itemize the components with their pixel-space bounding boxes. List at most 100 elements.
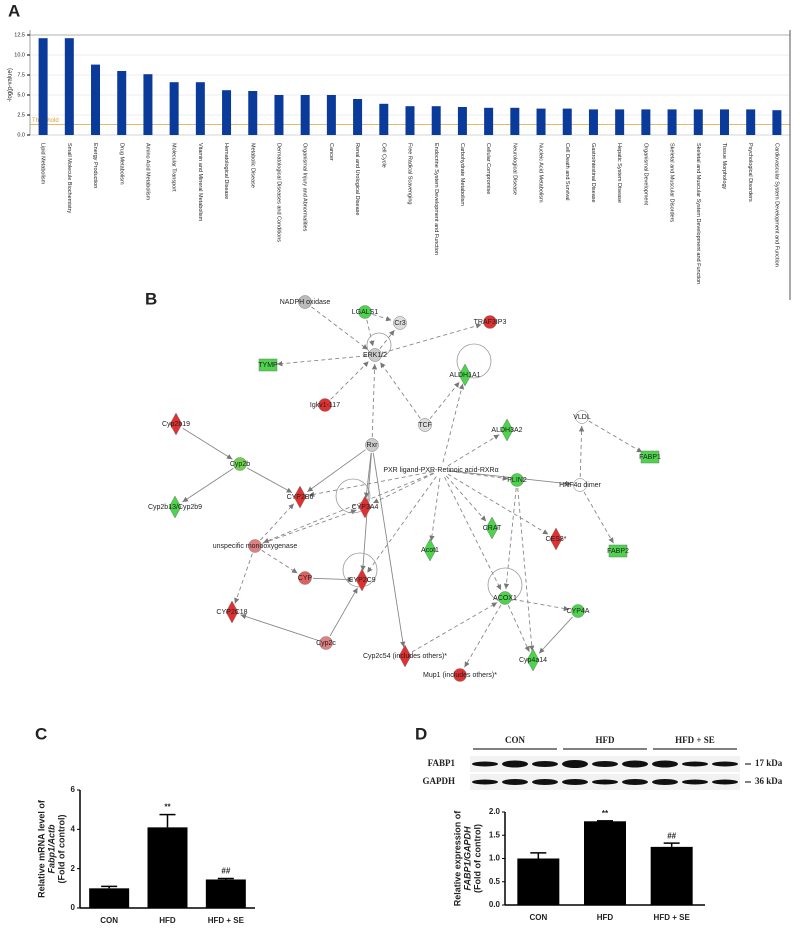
network-node bbox=[248, 539, 262, 553]
network-node-label: CYP2C9 bbox=[348, 577, 375, 584]
network-node-label: CES3* bbox=[545, 536, 566, 543]
x-tick-label: Tissue Morphology bbox=[721, 143, 727, 190]
x-tick-label: Amino Acid Metabolism bbox=[144, 143, 150, 201]
network-edge bbox=[444, 476, 502, 591]
network-node-label: ALDH1A1 bbox=[449, 372, 480, 379]
y-tick-label: 2 bbox=[71, 864, 76, 873]
network-edge bbox=[363, 452, 372, 499]
panel-label: B bbox=[145, 289, 157, 308]
bar bbox=[379, 103, 389, 135]
bar bbox=[719, 109, 729, 135]
x-tick-label: Skeletal and Muscular System Development… bbox=[695, 143, 701, 284]
network-edge bbox=[312, 576, 354, 583]
network-edge bbox=[447, 473, 549, 535]
network-edge bbox=[240, 613, 319, 641]
x-tick-label: Free Radical Scavenging bbox=[407, 143, 413, 204]
blot-band bbox=[592, 779, 618, 785]
bar bbox=[248, 91, 258, 135]
network-node bbox=[640, 450, 660, 464]
network-node-label: CYP2C18 bbox=[216, 609, 247, 616]
bar bbox=[431, 106, 441, 135]
x-tick-label: Renal and Urological Disease bbox=[354, 143, 360, 215]
network-edge bbox=[330, 361, 369, 400]
x-tick-label: Organismal Injury and Abnormalities bbox=[302, 143, 308, 232]
x-tick-label: CON bbox=[100, 916, 118, 925]
network-node bbox=[526, 648, 540, 672]
blot-band bbox=[592, 761, 618, 767]
network-node-label: FABP1 bbox=[639, 454, 661, 461]
panel-label: D bbox=[415, 724, 427, 743]
x-tick-label: Cell Death and Survival bbox=[564, 143, 570, 200]
network-node-label: FABP2 bbox=[607, 548, 629, 555]
network-node-label: VLDL bbox=[573, 414, 591, 421]
network-edge bbox=[588, 420, 643, 453]
bar bbox=[143, 74, 153, 135]
x-tick-label: Metabolic Disease bbox=[249, 143, 255, 188]
network-edge bbox=[263, 472, 434, 544]
network-node bbox=[169, 412, 183, 436]
network-node-label: Acot1 bbox=[421, 547, 439, 554]
blot-band bbox=[562, 779, 588, 785]
blot-size-label: 36 kDa bbox=[755, 776, 783, 786]
bar bbox=[584, 821, 626, 905]
network-node-label: Cr3 bbox=[394, 320, 405, 327]
network-node-label: Mup1 (includes others)* bbox=[423, 672, 497, 679]
network-edge bbox=[372, 452, 406, 648]
network-node-label: CRAT bbox=[483, 525, 502, 532]
network-node-label: Cyp2b19 bbox=[162, 421, 190, 428]
x-tick-label: Psychological Disorders bbox=[747, 143, 753, 202]
network-node bbox=[393, 316, 407, 330]
blot-band bbox=[562, 760, 588, 768]
network-edge bbox=[366, 319, 375, 347]
x-tick-label: Cell Cycle bbox=[380, 143, 386, 168]
network-node bbox=[168, 495, 182, 519]
network-edge bbox=[517, 487, 535, 652]
x-tick-label: Nucleic Acid Metabolism bbox=[538, 143, 544, 203]
network-node-label: CYP4A bbox=[567, 608, 590, 615]
network-node bbox=[318, 398, 332, 412]
network-node bbox=[423, 538, 437, 562]
network-node-label: HNF4α dimer bbox=[559, 482, 601, 489]
network-node-label: PLIN2 bbox=[507, 477, 527, 484]
network-node-label: PXR ligand-PXR-Retinoic acid-RXRα bbox=[383, 467, 498, 474]
y-tick-label: 0.5 bbox=[489, 877, 501, 886]
bar bbox=[274, 95, 284, 135]
bar bbox=[510, 107, 520, 135]
blot-row-label: FABP1 bbox=[428, 758, 456, 768]
x-tick-label: Drug Metabolism bbox=[118, 143, 124, 185]
significance-label: ## bbox=[221, 867, 230, 876]
network-node-label: CYP2B6 bbox=[287, 494, 314, 501]
y-tick-label: 1.5 bbox=[489, 830, 501, 839]
network-node bbox=[485, 516, 499, 540]
network-edge bbox=[507, 605, 530, 652]
bar bbox=[667, 109, 677, 135]
blot-band bbox=[472, 779, 498, 785]
network-node bbox=[225, 600, 239, 624]
bar bbox=[693, 109, 703, 135]
network-edge bbox=[578, 425, 585, 478]
x-tick-label: Cardiovascular System Development and Fu… bbox=[773, 143, 779, 267]
network-edge bbox=[260, 503, 295, 541]
blot-size-label: 17 kDa bbox=[755, 758, 783, 768]
network-edge bbox=[182, 468, 234, 503]
network-node bbox=[458, 363, 472, 387]
network-edge bbox=[234, 553, 253, 604]
network-node bbox=[575, 410, 589, 424]
blot-band bbox=[502, 779, 528, 785]
blot-band bbox=[622, 760, 648, 768]
y-axis-label: (Fold of control) bbox=[56, 815, 66, 884]
x-tick-label: CON bbox=[529, 913, 547, 922]
network-node bbox=[398, 644, 412, 668]
y-axis-label: Relative mRNA level of bbox=[36, 799, 46, 898]
bar bbox=[300, 95, 310, 135]
network-node-label: Cyp2b bbox=[230, 461, 250, 468]
bar bbox=[147, 827, 188, 908]
bar bbox=[772, 110, 782, 135]
bar bbox=[641, 109, 651, 135]
network-node bbox=[293, 485, 307, 509]
network-edge bbox=[276, 355, 368, 367]
network-node bbox=[298, 571, 312, 585]
bar bbox=[484, 107, 494, 135]
x-tick-label: Skeletal and Muscular Disorders bbox=[669, 143, 675, 222]
bar bbox=[91, 64, 101, 135]
